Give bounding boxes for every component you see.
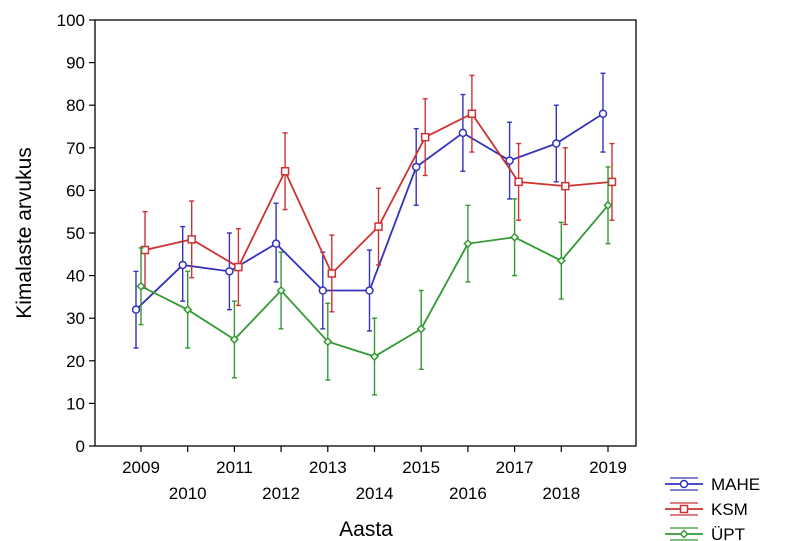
x-tick-label: 2014 — [356, 484, 394, 503]
data-point — [187, 235, 196, 244]
y-axis-label: Kimalaste arvukus — [13, 147, 36, 319]
legend-label: ÜPT — [711, 525, 745, 541]
y-tick-label: 70 — [66, 139, 85, 158]
y-tick-label: 10 — [66, 394, 85, 413]
data-point — [463, 239, 473, 249]
series-üpt — [136, 166, 613, 396]
x-tick-label: 2010 — [169, 484, 207, 503]
legend-item: ÜPT — [665, 525, 745, 541]
data-point — [234, 262, 243, 272]
data-point — [467, 109, 477, 118]
x-axis: 2009 2010 2011 2012 2013 2014 2015 2016 2017 2018… — [122, 446, 627, 503]
legend-item: MAHE — [665, 475, 760, 494]
x-axis-label: Aasta — [339, 518, 393, 541]
data-point — [369, 351, 380, 362]
data-point — [603, 200, 613, 210]
x-tick-label: 2011 — [216, 458, 253, 477]
data-point — [183, 305, 193, 315]
plot-area — [94, 19, 637, 447]
data-point — [556, 256, 566, 266]
x-tick-label: 2019 — [589, 458, 627, 477]
y-tick-label: 90 — [66, 54, 85, 73]
series-ksm — [140, 74, 617, 313]
data-point — [510, 232, 520, 242]
data-point — [178, 260, 187, 270]
data-point — [131, 305, 141, 314]
x-tick-label: 2015 — [402, 458, 440, 477]
data-point — [561, 181, 570, 191]
data-point — [458, 128, 468, 138]
x-tick-label: 2009 — [122, 458, 160, 477]
x-tick-label: 2018 — [542, 484, 580, 503]
x-tick-label: 2012 — [262, 484, 300, 503]
x-tick-label: 2013 — [309, 458, 347, 477]
y-tick-label: 30 — [66, 309, 85, 328]
data-point — [271, 239, 281, 248]
data-point — [505, 156, 514, 165]
data-point — [607, 177, 617, 187]
data-point — [374, 222, 383, 231]
data-point — [416, 324, 426, 334]
data-point — [280, 166, 290, 176]
legend-item: KSM — [665, 500, 748, 519]
legend-marker — [679, 529, 689, 539]
x-tick-label: 2016 — [449, 484, 487, 503]
x-tick-label: 2017 — [496, 458, 534, 477]
y-tick-label: 20 — [66, 352, 85, 371]
y-tick-label: 50 — [66, 224, 85, 243]
legend-marker — [679, 479, 689, 489]
data-point — [365, 286, 374, 295]
y-tick-label: 80 — [66, 96, 85, 115]
data-point — [225, 267, 234, 276]
data-point — [229, 334, 239, 345]
y-axis: 0 10 20 30 40 50 60 70 80 90 100 — [57, 11, 95, 456]
data-point — [598, 109, 608, 118]
y-tick-label: 100 — [57, 11, 85, 30]
legend-label: MAHE — [711, 475, 760, 494]
legend-marker — [679, 504, 689, 514]
legend-label: KSM — [711, 500, 748, 519]
data-point — [327, 269, 337, 278]
y-tick-label: 40 — [66, 267, 85, 286]
data-point — [552, 139, 561, 148]
y-tick-label: 0 — [76, 437, 85, 456]
y-tick-label: 60 — [66, 181, 85, 200]
series-layer — [131, 72, 617, 396]
data-point — [514, 177, 523, 187]
data-point — [276, 285, 286, 296]
data-point — [323, 337, 333, 347]
data-point — [318, 286, 328, 295]
legend: MAHE KSM ÜPT — [665, 475, 760, 541]
data-point — [420, 132, 430, 142]
series-mahe — [131, 72, 608, 349]
data-point — [411, 162, 421, 172]
data-point — [136, 281, 146, 291]
